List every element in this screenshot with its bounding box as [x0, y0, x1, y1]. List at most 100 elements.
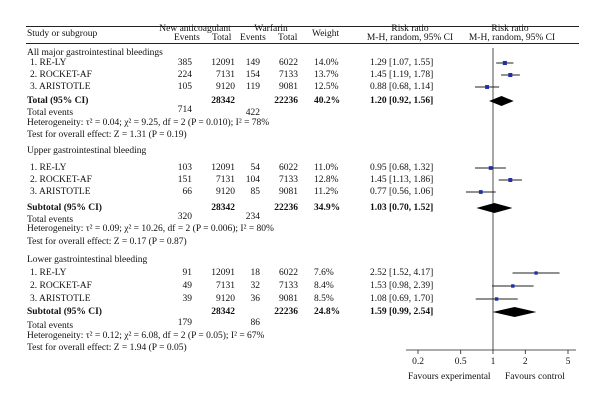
header-risk-ratio-2: Risk ratio: [491, 24, 529, 34]
x-axis-tick-label: 0.2: [412, 357, 424, 367]
total-events-label: Total events: [27, 321, 74, 331]
study-ci: 0.95 [0.68, 1.32]: [370, 163, 434, 173]
study-ci: 1.45 [1.13, 1.86]: [370, 175, 434, 185]
study-total-warfarin: 7133: [279, 175, 298, 185]
study-events-new: 91: [182, 268, 193, 278]
subtotal-total-new: 28342: [211, 307, 235, 317]
header-total-2: Total: [278, 33, 298, 43]
study-weight: 8.4%: [314, 281, 334, 291]
study-name: 1. RE-LY: [30, 163, 67, 173]
study-total-warfarin: 7133: [279, 281, 298, 291]
total-events-label: Total events: [27, 215, 74, 225]
subtotal-label: Total (95% CI): [27, 96, 89, 106]
header-weight: Weight: [312, 29, 340, 39]
study-point-estimate: [508, 72, 513, 78]
subtotal-ci: 1.59 [0.99, 2.54]: [370, 307, 434, 317]
study-point-estimate: [485, 85, 489, 89]
study-weight: 14.0%: [314, 58, 339, 68]
x-axis-tick-label: 1: [491, 357, 496, 367]
header-events-2: Events: [240, 33, 266, 43]
x-axis-tick-label: 0.5: [455, 357, 467, 367]
header-top-rule: [26, 26, 579, 27]
study-total-new: 9120: [216, 82, 235, 92]
header-new-anticoagulant: New anticoagulant: [159, 24, 231, 34]
study-total-new: 12091: [211, 268, 235, 278]
study-point-estimate: [508, 178, 513, 182]
subtotal-total-warfarin: 22236: [274, 307, 298, 317]
study-total-new: 12091: [211, 58, 235, 68]
study-weight: 7.6%: [314, 268, 334, 278]
header-total-1: Total: [212, 33, 232, 43]
study-total-new: 7131: [216, 175, 235, 185]
study-events-new: 66: [182, 187, 193, 197]
study-events-new: 39: [182, 294, 193, 304]
header-bottom-rule: [26, 43, 579, 44]
subtotal-total-warfarin: 22236: [274, 203, 298, 213]
overall-effect-text: Test for overall effect: Z = 1.94 (P = 0…: [27, 343, 187, 353]
heterogeneity-text: Heterogeneity: τ² = 0.04; χ² = 9.25, df …: [27, 118, 270, 128]
study-name: 1. RE-LY: [30, 58, 67, 68]
study-point-estimate: [494, 297, 499, 301]
total-events-label: Total events: [27, 108, 74, 118]
study-events-new: 103: [177, 163, 192, 173]
overall-effect-text: Test for overall effect: Z = 0.17 (P = 0…: [27, 237, 187, 247]
study-events-new: 151: [177, 175, 192, 185]
study-point-estimate: [478, 190, 483, 194]
header-study: Study or subgroup: [27, 29, 98, 39]
overall-effect-text: Test for overall effect: Z = 1.31 (P = 0…: [27, 130, 187, 140]
study-ci: 1.08 [0.69, 1.70]: [370, 294, 434, 304]
total-events-warfarin: 422: [245, 108, 260, 118]
x-axis-tick-label: 2: [523, 357, 528, 367]
study-events-warfarin: 149: [245, 58, 260, 68]
study-ci: 2.52 [1.52, 4.17]: [370, 268, 434, 278]
header-warfarin: Warfarin: [254, 24, 288, 34]
subtotal-total-warfarin: 22236: [274, 96, 298, 106]
header-risk-ratio-2-method: M-H, random, 95% CI: [468, 33, 556, 43]
group-title: All major gastrointestinal bleedings: [27, 48, 163, 58]
study-total-warfarin: 6022: [279, 163, 298, 173]
total-events-new: 320: [177, 212, 192, 222]
study-ci: 1.53 [0.98, 2.39]: [370, 281, 434, 291]
heterogeneity-text: Heterogeneity: τ² = 0.09; χ² = 10.26, df…: [27, 224, 274, 234]
study-ci: 0.88 [0.68, 1.14]: [370, 82, 434, 92]
study-total-new: 12091: [211, 163, 235, 173]
study-total-new: 7131: [216, 70, 235, 80]
study-ci: 0.77 [0.56, 1.06]: [370, 187, 434, 197]
total-events-warfarin: 234: [245, 212, 260, 222]
study-point-estimate: [534, 271, 538, 275]
study-total-warfarin: 6022: [279, 58, 298, 68]
study-total-new: 9120: [216, 294, 235, 304]
pooled-estimate-diamond: [489, 96, 514, 106]
total-events-new: 179: [177, 318, 192, 328]
pooled-estimate-diamond: [476, 203, 513, 213]
study-name: 3. ARISTOTLE: [30, 82, 91, 92]
study-point-estimate: [488, 166, 493, 170]
study-point-estimate: [511, 284, 515, 288]
study-name: 3. ARISTOTLE: [30, 294, 91, 304]
study-total-warfarin: 7133: [279, 70, 298, 80]
study-events-new: 224: [177, 70, 192, 80]
study-total-warfarin: 6022: [279, 268, 298, 278]
study-total-new: 9120: [216, 187, 235, 197]
study-name: 2. ROCKET-AF: [30, 281, 92, 291]
study-total-warfarin: 9081: [279, 187, 298, 197]
study-total-warfarin: 9081: [279, 82, 298, 92]
study-events-warfarin: 32: [250, 281, 261, 291]
total-events-warfarin: 86: [250, 318, 261, 328]
study-weight: 8.5%: [314, 294, 334, 304]
heterogeneity-text: Heterogeneity: τ² = 0.12; χ² = 6.08, df …: [27, 331, 265, 341]
header-risk-ratio-1: Risk ratio: [391, 24, 429, 34]
header-events-1: Events: [174, 33, 200, 43]
study-events-warfarin: 104: [245, 175, 260, 185]
study-events-warfarin: 119: [246, 82, 260, 92]
study-name: 3. ARISTOTLE: [30, 187, 91, 197]
study-name: 1. RE-LY: [30, 268, 67, 278]
study-name: 2. ROCKET-AF: [30, 70, 92, 80]
subtotal-weight: 34.9%: [314, 203, 341, 213]
study-ci: 1.45 [1.19, 1.78]: [370, 70, 434, 80]
study-total-new: 7131: [216, 281, 235, 291]
group-title: Lower gastrointestinal bleeding: [27, 255, 148, 265]
study-weight: 11.2%: [314, 187, 339, 197]
